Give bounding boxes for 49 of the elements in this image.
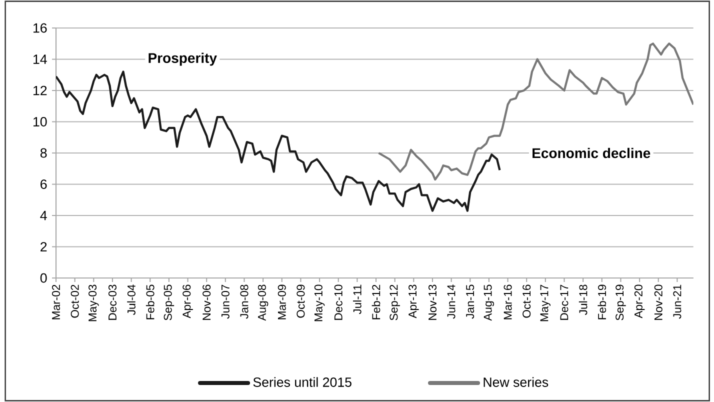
y-tick-label: 4: [40, 210, 47, 220]
x-tick-label: Apr-06: [182, 284, 193, 318]
x-tick-label: Jan-08: [240, 284, 248, 319]
y-tick-label: 2: [40, 242, 47, 252]
x-tick-label: Dec-03: [108, 284, 116, 320]
x-tick-label: Oct-09: [296, 284, 305, 318]
y-tick-label: 12: [34, 86, 47, 96]
y-tick-label: 16: [34, 23, 47, 33]
x-tick-label: Apr-20: [634, 284, 645, 318]
x-tick-label: Jun-14: [447, 284, 456, 319]
x-tick-label: Nov-13: [428, 284, 436, 320]
x-tick-label: Oct-16: [522, 284, 531, 318]
x-tick-label: Apr-13: [408, 284, 419, 318]
x-tick-label: Jun-07: [221, 284, 230, 319]
y-tick-label: 0: [40, 273, 47, 283]
x-tick-label: May-03: [88, 284, 99, 322]
legend-label: New series: [484, 377, 548, 387]
x-tick-label: Jul-11: [353, 284, 362, 314]
x-tick-label: Jul-04: [127, 284, 136, 315]
y-tick-label: 8: [40, 148, 47, 158]
x-tick-label: Jul-18: [578, 284, 588, 315]
x-tick-label: Oct-02: [70, 284, 79, 318]
line-series: [378, 42, 694, 181]
x-tick-label: Feb-05: [146, 284, 154, 320]
x-tick-label: Jan-15: [466, 284, 474, 319]
annotation: Economic decline: [532, 148, 650, 158]
y-tick-label: 6: [40, 180, 47, 189]
x-tick-label: Sep-12: [390, 284, 400, 320]
x-tick-label: Jun-21: [673, 284, 682, 319]
x-tick-label: Aug-15: [484, 284, 494, 321]
x-tick-label: May-17: [540, 284, 550, 322]
x-tick-label: Mar-16: [504, 284, 512, 320]
x-tick-label: Feb-12: [372, 284, 380, 320]
x-tick-label: Mar-09: [278, 284, 286, 320]
x-tick-label: Dec-17: [560, 284, 568, 320]
annotation: Prosperity: [148, 52, 217, 66]
x-tick-label: May-10: [314, 284, 325, 322]
x-tick-label: Feb-19: [598, 284, 606, 320]
y-tick-label: 10: [34, 117, 47, 126]
x-tick-label: Mar-02: [52, 284, 60, 320]
x-tick-label: Dec-10: [334, 284, 342, 320]
x-tick-label: Nov-06: [202, 284, 211, 320]
x-tick-label: Sep-05: [164, 284, 174, 320]
y-tick-label: 14: [34, 54, 47, 64]
legend-label: Series until 2015: [253, 377, 352, 387]
x-tick-label: Aug-08: [258, 284, 268, 321]
x-tick-label: Sep-19: [616, 284, 626, 320]
line-series: [56, 70, 501, 212]
x-tick-label: Nov-20: [654, 284, 662, 320]
